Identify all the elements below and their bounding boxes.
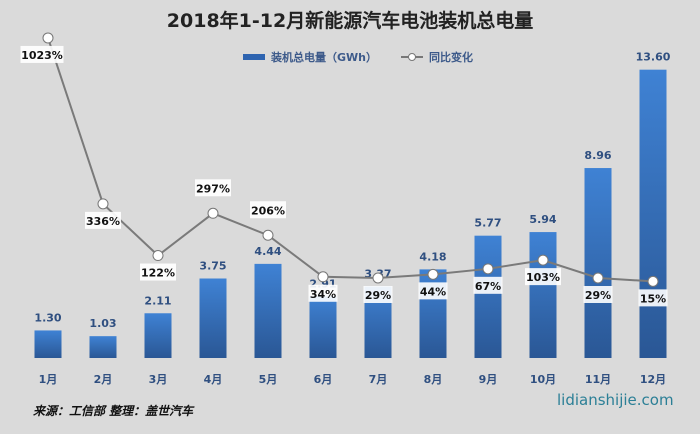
bar-value-label: 3.75 bbox=[199, 260, 226, 273]
bar-value-label: 2.11 bbox=[144, 294, 171, 307]
bar-value-label: 8.96 bbox=[584, 149, 611, 162]
line-value-label: 34% bbox=[310, 288, 336, 301]
x-tick-label: 3月 bbox=[149, 373, 168, 386]
x-tick-label: 6月 bbox=[314, 373, 333, 386]
line-value-label: 29% bbox=[365, 289, 391, 302]
line-value-label: 103% bbox=[526, 271, 560, 284]
line-label-box bbox=[638, 289, 668, 307]
bar-value-label: 1.03 bbox=[89, 317, 116, 330]
line-value-label: 336% bbox=[86, 215, 120, 228]
line-value-label: 297% bbox=[196, 182, 230, 195]
line-point bbox=[207, 207, 219, 219]
bar bbox=[254, 263, 282, 358]
site-watermark: lidianshijie.com bbox=[557, 391, 674, 409]
line-label-box bbox=[195, 179, 231, 197]
line-point bbox=[427, 268, 439, 280]
line-point bbox=[647, 275, 659, 287]
x-tick-label: 9月 bbox=[479, 373, 498, 386]
bar bbox=[309, 296, 337, 358]
bar-value-label: 4.18 bbox=[419, 250, 446, 263]
line-label-box bbox=[583, 285, 613, 303]
x-tick-label: 12月 bbox=[640, 373, 666, 386]
line-series bbox=[47, 37, 654, 283]
bar bbox=[584, 168, 612, 358]
line-value-label: 29% bbox=[585, 289, 611, 302]
bar bbox=[144, 313, 172, 358]
line-label-box bbox=[20, 45, 64, 63]
bar bbox=[639, 69, 667, 359]
bar-value-label: 4.44 bbox=[254, 245, 281, 258]
line-label-box bbox=[250, 201, 286, 219]
legend-bar-label: 装机总电量（GWh） bbox=[271, 51, 377, 64]
bar-value-label: 13.60 bbox=[636, 51, 671, 64]
bar bbox=[199, 278, 227, 358]
line-value-label: 15% bbox=[640, 292, 666, 305]
line-point bbox=[317, 271, 329, 283]
x-tick-label: 10月 bbox=[530, 373, 556, 386]
x-tick-label: 2月 bbox=[94, 373, 113, 386]
line-value-label: 122% bbox=[141, 267, 175, 280]
line-point bbox=[592, 272, 604, 284]
line-label-box bbox=[363, 285, 393, 303]
bar bbox=[474, 235, 502, 358]
x-tick-label: 1月 bbox=[39, 373, 58, 386]
line-label-box bbox=[308, 284, 338, 302]
source-note: 来源：工信部 整理：盖世汽车 bbox=[33, 404, 194, 418]
x-tick-label: 7月 bbox=[369, 373, 388, 386]
bar bbox=[34, 330, 62, 358]
line-label-box bbox=[85, 211, 121, 229]
line-point bbox=[152, 250, 164, 262]
legend: 装机总电量（GWh） 同比变化 bbox=[243, 49, 473, 65]
line-value-label: 67% bbox=[475, 280, 501, 293]
bar-value-label: 5.94 bbox=[529, 213, 556, 226]
line-point bbox=[482, 263, 494, 275]
legend-bar-swatch bbox=[243, 54, 265, 60]
bar bbox=[89, 336, 117, 358]
x-tick-label: 8月 bbox=[424, 373, 443, 386]
line-point bbox=[262, 229, 274, 241]
line-label-box bbox=[418, 282, 448, 300]
line-label-box bbox=[525, 268, 561, 286]
line-label-box bbox=[473, 276, 503, 294]
legend-line-label: 同比变化 bbox=[429, 51, 473, 64]
line-point bbox=[42, 32, 54, 44]
line-point bbox=[537, 254, 549, 266]
line-point bbox=[372, 272, 384, 284]
bar bbox=[529, 232, 557, 358]
line-value-label: 1023% bbox=[21, 49, 63, 62]
bar-value-label: 1.30 bbox=[34, 311, 61, 324]
line-value-label: 44% bbox=[420, 285, 446, 298]
legend-line-swatch bbox=[401, 53, 423, 61]
x-tick-label: 5月 bbox=[259, 373, 278, 386]
x-tick-label: 4月 bbox=[204, 373, 223, 386]
chart-title: 2018年1-12月新能源汽车电池装机总电量 bbox=[166, 10, 534, 32]
x-tick-label: 11月 bbox=[585, 373, 611, 386]
line-point bbox=[97, 198, 109, 210]
line-label-box bbox=[140, 263, 176, 281]
line-value-label: 206% bbox=[251, 204, 285, 217]
bar-value-label: 5.77 bbox=[474, 217, 501, 230]
